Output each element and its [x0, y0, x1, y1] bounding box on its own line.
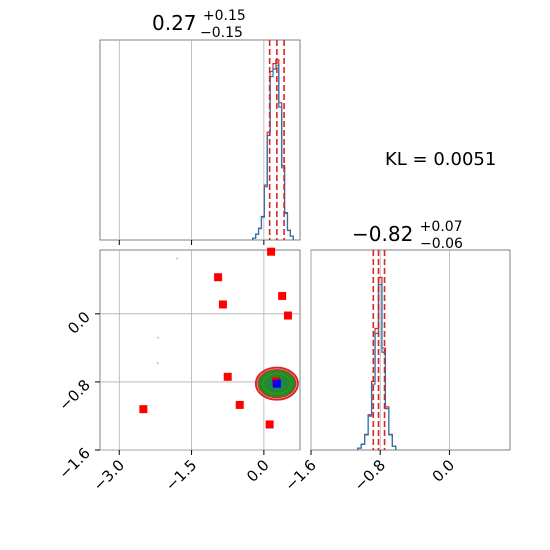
hist-top-frame	[99, 39, 301, 241]
hist-bottom-frame	[310, 249, 511, 451]
hist-bottom-lines	[372, 250, 386, 450]
scatter-center-point	[272, 379, 281, 388]
contour-inner	[262, 373, 292, 395]
hist-bottom-bars	[357, 276, 397, 450]
kl-label: KL = 0.0051	[385, 149, 496, 170]
hist-bottom-step	[357, 276, 397, 450]
scatter-ytick-label: −0.8	[55, 376, 93, 414]
hist-top-lines	[268, 40, 285, 240]
hist-top-bars	[252, 59, 294, 240]
hist-bottom-alt-step	[357, 283, 397, 450]
hist-top-bar	[273, 64, 276, 240]
hist-bottom-grid	[310, 250, 450, 450]
hist-top-title-minus: −0.15	[200, 25, 243, 41]
scatter-point	[265, 420, 274, 429]
hist-top-title-plus: +0.15	[203, 8, 246, 24]
hist-top-title: 0.27 +0.15 −0.15	[152, 1, 252, 41]
hist-top-grid	[118, 40, 265, 240]
scatter-xtick-label: 0.0	[243, 456, 273, 486]
scatter-grid	[100, 250, 300, 451]
scatter-yticks: −1.6 −0.8 0.0	[55, 308, 100, 483]
scatter-panel: −3.0 −1.5 0.0 −1.6 −0.8 0.0	[55, 240, 301, 495]
scatter-frame	[99, 249, 301, 451]
scatter-faint-point	[156, 336, 160, 339]
scatter-point	[267, 247, 276, 256]
scatter-point	[223, 372, 232, 381]
hist-bottom-title-minus: −0.06	[420, 236, 463, 252]
hist-bottom-xtick-label: −0.8	[351, 456, 389, 494]
scatter-point	[278, 291, 287, 300]
scatter-ytick-label: 0.0	[64, 308, 94, 338]
scatter-point	[235, 400, 244, 409]
scatter-points	[139, 247, 292, 429]
hist-bottom-title-plus: +0.07	[420, 219, 463, 235]
hist-panel-bottom: −1.6 −0.8 0.0 −0.82 +0.07 −0.06	[281, 212, 511, 495]
scatter-point	[139, 405, 148, 414]
hist-bottom-title: −0.82 +0.07 −0.06	[352, 212, 469, 252]
scatter-faint-point	[175, 257, 179, 260]
scatter-point	[214, 273, 223, 282]
scatter-xticks: −3.0 −1.5 0.0	[90, 240, 273, 495]
scatter-xtick-label: −3.0	[90, 456, 128, 494]
contour-outer	[254, 366, 299, 401]
hist-top-alt-step	[252, 64, 294, 240]
hist-bottom-xticks: −1.6 −0.8 0.0	[281, 450, 458, 495]
hist-top-alt-bar	[273, 69, 276, 240]
scatter-point	[283, 311, 292, 320]
scatter-point	[218, 300, 227, 309]
scatter-xtick-label: −1.5	[162, 456, 200, 494]
hist-bottom-xtick-label: −1.6	[281, 456, 319, 494]
hist-panel-top: 0.27 +0.15 −0.15	[99, 1, 301, 241]
scatter-faint-point	[156, 361, 160, 365]
scatter-ytick-label: −1.6	[55, 444, 93, 482]
hist-bottom-xtick-label: 0.0	[429, 456, 459, 486]
